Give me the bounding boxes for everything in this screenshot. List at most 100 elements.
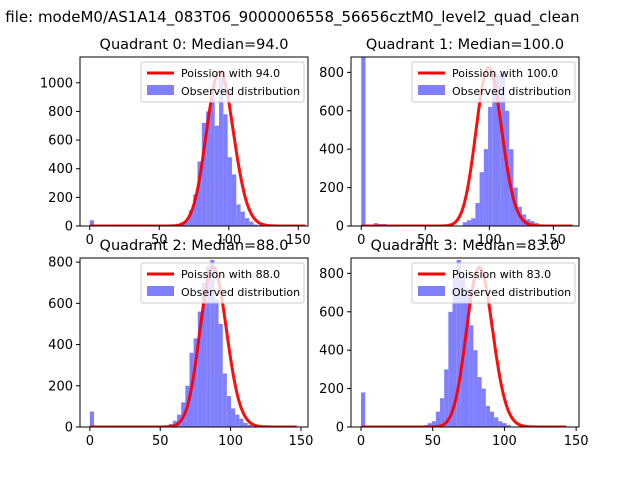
legend-observed-swatch (418, 85, 445, 95)
y-tick-label: 800 (319, 66, 344, 81)
histogram-bar (231, 408, 236, 427)
histogram-bar (223, 114, 228, 226)
y-tick-label: 200 (48, 379, 73, 394)
histogram-bar (492, 72, 497, 226)
histogram-bar (227, 157, 232, 226)
y-tick-label: 1000 (40, 76, 73, 91)
x-tick-label: 0 (357, 233, 365, 248)
y-tick-label: 800 (319, 267, 344, 282)
y-tick-label: 200 (48, 191, 73, 206)
x-tick-label: 0 (86, 233, 94, 248)
panel-quadrant-0: 0 50 100 150 0 200 400 600 800 1000 Poission with … (40, 37, 311, 248)
x-tick-label: 100 (216, 233, 241, 248)
legend-box (411, 61, 576, 103)
histogram-bar (193, 194, 198, 226)
histogram-bar (197, 161, 202, 226)
axes-frame (79, 257, 309, 428)
y-tick-label: 200 (319, 181, 344, 196)
histogram-bar (214, 299, 219, 427)
histogram-bar (440, 398, 445, 427)
x-tick-label: 150 (286, 233, 311, 248)
y-tick-label: 400 (319, 143, 344, 158)
histogram-bar (462, 222, 467, 226)
x-tick-label: 150 (541, 233, 566, 248)
histogram-bar (485, 405, 490, 427)
x-tick-label: 100 (218, 434, 243, 449)
y-tick-label: 600 (48, 297, 73, 312)
y-tick-label: 600 (319, 104, 344, 119)
histogram-bar (219, 78, 224, 226)
histogram-bar (201, 282, 207, 427)
histogram-bars (89, 78, 267, 226)
histogram-bar (361, 392, 366, 427)
y-tick-label: 200 (319, 382, 344, 397)
histogram-bar (475, 202, 480, 226)
histogram-bar (483, 149, 489, 226)
histogram-bar (206, 111, 211, 226)
legend-box (140, 61, 305, 103)
histogram-bar (427, 423, 432, 427)
histogram-bar (530, 221, 535, 226)
legend-poisson-label: Poission with 94.0 (181, 67, 280, 80)
histogram-bar (496, 74, 501, 226)
y-tick-label: 400 (48, 338, 73, 353)
x-tick-label: 100 (492, 434, 517, 449)
legend-observed-label: Observed distribution (181, 286, 300, 299)
histogram-bar (444, 369, 449, 427)
histogram-bar (89, 220, 95, 226)
x-tick-label: 50 (152, 434, 169, 449)
x-tick-label: 150 (564, 434, 589, 449)
histogram-bar (249, 221, 254, 226)
histogram-bar (188, 210, 194, 226)
histogram-bar (236, 204, 241, 226)
histogram-bar (206, 266, 211, 427)
legend-observed-label: Observed distribution (181, 85, 300, 98)
legend-box (411, 262, 576, 304)
histogram-bar (240, 211, 245, 226)
y-tick-label: 800 (48, 105, 73, 120)
legend-observed-swatch (418, 286, 445, 296)
legend: Poission with 83.0 Observed distribution (411, 262, 576, 304)
histogram-bar (431, 421, 436, 427)
panel-title: Quadrant 3: Median=83.0 (371, 238, 560, 254)
histogram-bar (500, 72, 505, 226)
histogram-bar (210, 260, 215, 427)
histogram-bar (253, 224, 258, 226)
axes-frame (350, 56, 580, 227)
histogram-bar (448, 311, 453, 427)
histogram-bar (489, 411, 495, 427)
legend: Poission with 94.0 Observed distribution (140, 61, 305, 103)
x-tick-label: 50 (417, 233, 434, 248)
y-tick-label: 600 (319, 305, 344, 320)
histogram-bar (452, 277, 457, 427)
y-tick-label: 0 (65, 421, 73, 436)
histogram-bar (361, 57, 366, 226)
legend: Poission with 88.0 Observed distribution (140, 262, 305, 304)
panel-quadrant-1: 0 50 100 150 0 200 400 600 800 Poission with 100.… (319, 37, 580, 248)
histogram-bar (469, 325, 474, 427)
legend-poisson-label: Poission with 88.0 (181, 268, 280, 281)
histogram-bar (231, 174, 237, 226)
panel-quadrant-3: 0 50 100 150 0 200 400 600 800 Poission with 83.0… (319, 238, 588, 449)
figure-suptitle: n file: modeM0/AS1A14_083T06_9000006558_… (0, 8, 580, 26)
y-tick-label: 800 (48, 256, 73, 271)
legend-poisson-label: Poission with 100.0 (452, 67, 558, 80)
legend-observed-label: Observed distribution (452, 286, 571, 299)
histogram-bar (456, 259, 461, 427)
histogram-bar (222, 373, 227, 427)
histogram-bar (244, 218, 250, 226)
histogram-bar (471, 218, 476, 226)
histogram-bar (218, 323, 223, 427)
histogram-bar (243, 422, 248, 427)
histogram-bar (193, 338, 198, 427)
legend: Poission with 100.0 Observed distribution (411, 61, 576, 103)
y-tick-label: 400 (319, 344, 344, 359)
panel-title: Quadrant 1: Median=100.0 (366, 37, 564, 53)
y-tick-label: 400 (48, 162, 73, 177)
panel-title: Quadrant 2: Median=88.0 (100, 238, 289, 254)
x-tick-label: 150 (289, 434, 314, 449)
panel-quadrant-2: 0 50 100 150 0 200 400 600 800 Poission with 88.0… (48, 238, 313, 449)
histogram-bar (247, 424, 252, 427)
histogram-bar (506, 425, 511, 427)
y-tick-label: 0 (336, 220, 344, 235)
